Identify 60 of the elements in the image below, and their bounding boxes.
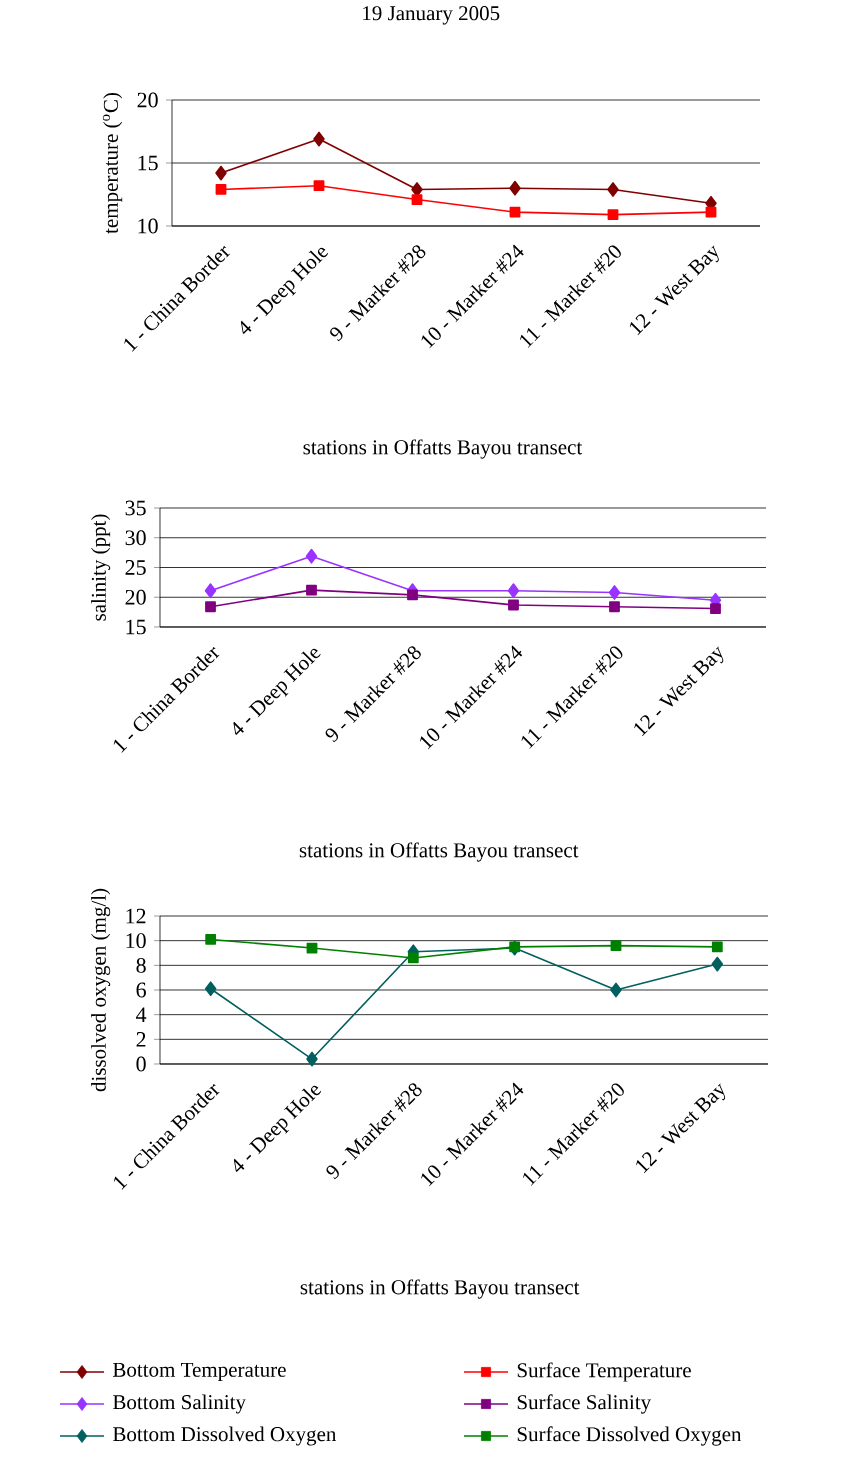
y-axis-title: dissolved oxygen (mg/l) <box>91 888 111 1092</box>
legend-label: Surface Salinity <box>517 1394 652 1414</box>
point <box>205 601 216 613</box>
point <box>509 206 521 218</box>
legend-label: Bottom Temperature <box>113 1362 286 1382</box>
x-tick-label: 12 - West Bay <box>629 245 719 336</box>
point <box>204 981 217 997</box>
point <box>609 601 620 613</box>
y-tick-label: 10 <box>138 218 158 234</box>
chart-title: 19 January 2005 <box>363 6 500 25</box>
point <box>215 184 227 195</box>
point <box>509 180 521 196</box>
point <box>306 584 317 596</box>
y-tick-label: 10 <box>126 933 146 949</box>
x-axis-title: stations in Offatts Bayou transect <box>300 1279 580 1299</box>
x-axis-title: stations in Offatts Bayou transect <box>299 842 579 862</box>
point <box>705 206 717 218</box>
point <box>215 165 227 181</box>
point <box>313 180 325 192</box>
point <box>204 583 217 599</box>
point <box>610 940 622 951</box>
point <box>710 603 721 614</box>
point <box>711 956 724 972</box>
point <box>507 583 520 599</box>
x-tick-label: 12 - West Bay <box>634 646 724 737</box>
point <box>607 209 619 221</box>
y-tick-label: 30 <box>125 530 146 546</box>
legend-label: Bottom Dissolved Oxygen <box>113 1426 337 1446</box>
point <box>205 934 217 945</box>
point <box>305 548 318 564</box>
legend-label: Surface Temperature <box>517 1362 691 1382</box>
y-tick-label: 15 <box>138 155 158 171</box>
y-tick-label: 4 <box>136 1007 147 1022</box>
point <box>508 599 519 611</box>
point <box>608 585 621 600</box>
y-axis-title: temperature ($^{o}$C) <box>102 93 123 234</box>
y-tick-label: 15 <box>126 619 146 635</box>
point <box>313 131 325 147</box>
y-tick-label: 35 <box>125 500 146 516</box>
y-tick-label: 20 <box>125 589 146 605</box>
legend-label: Surface Dissolved Oxygen <box>517 1426 742 1446</box>
y-tick-label: 0 <box>136 1056 146 1072</box>
y-axis-title: salinity (ppt) <box>91 514 111 621</box>
y-tick-label: 6 <box>136 982 146 998</box>
y-tick-label: 25 <box>125 560 146 575</box>
point <box>407 589 418 601</box>
point <box>306 1051 318 1067</box>
legend-label: Bottom Salinity <box>113 1394 246 1414</box>
y-tick-label: 12 <box>126 908 146 924</box>
point <box>711 941 723 953</box>
point <box>407 952 419 964</box>
point <box>607 182 619 197</box>
x-axis-title: stations in Offatts Bayou transect <box>303 439 583 459</box>
point <box>610 982 622 998</box>
y-tick-label: 20 <box>137 92 158 108</box>
y-tick-label: 8 <box>136 957 146 973</box>
x-tick-label: 12 - West Bay <box>636 1083 726 1174</box>
point <box>411 194 423 205</box>
point <box>411 182 423 197</box>
y-tick-label: 2 <box>136 1032 146 1047</box>
